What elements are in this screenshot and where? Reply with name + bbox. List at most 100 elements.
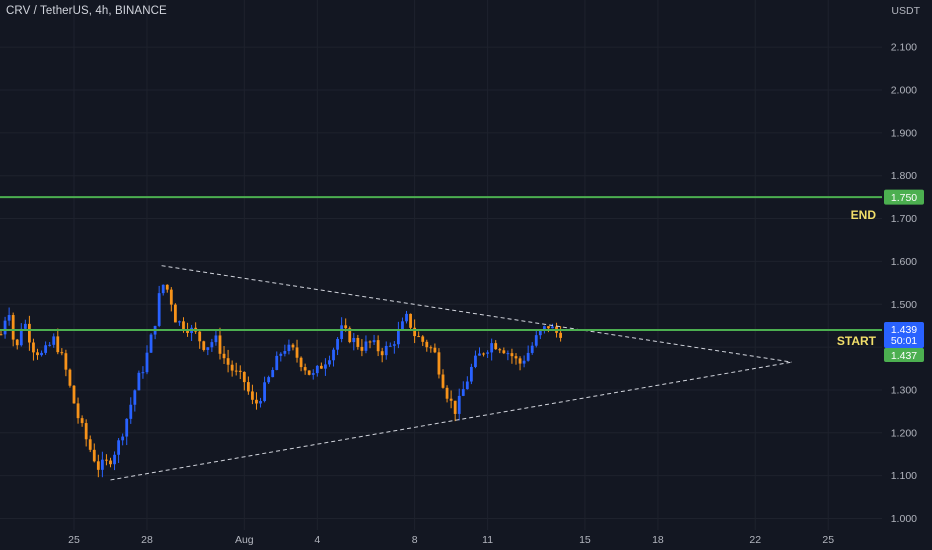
candle-body	[311, 373, 315, 375]
candle	[194, 322, 198, 334]
candle	[32, 338, 35, 361]
candle	[169, 287, 173, 312]
price-unit-label: USDT	[891, 5, 920, 17]
candle	[27, 315, 31, 351]
candle	[3, 316, 7, 339]
candle	[405, 310, 408, 324]
annotation-start: START	[837, 334, 877, 348]
triangle-upper-line[interactable]	[161, 265, 792, 363]
candle	[441, 369, 445, 389]
x-tick-label: 28	[141, 534, 153, 546]
candle-body	[109, 460, 112, 465]
candle-body	[222, 353, 226, 359]
candle	[153, 325, 157, 340]
candle-body	[299, 357, 303, 368]
candle	[178, 320, 181, 326]
candle	[145, 345, 149, 375]
candle	[417, 331, 421, 338]
x-tick-label: 15	[579, 534, 591, 546]
candle	[364, 335, 368, 354]
candle-body	[490, 343, 494, 353]
candle-body	[198, 331, 202, 342]
candle	[526, 345, 530, 362]
candle-body	[283, 351, 287, 354]
candle	[100, 451, 104, 478]
candle-body	[518, 358, 522, 364]
y-tick-label: 2.100	[891, 42, 917, 54]
candle-body	[251, 391, 254, 400]
candle	[267, 375, 271, 384]
candle	[251, 384, 254, 405]
candle-body	[60, 352, 64, 354]
candle-body	[32, 342, 35, 353]
candle	[133, 389, 137, 412]
candle-body	[40, 352, 43, 356]
candle-body	[514, 356, 518, 359]
candle-body	[230, 364, 234, 371]
candle	[40, 350, 43, 357]
start-price-tag-text: 1.437	[891, 350, 917, 362]
candle	[311, 369, 315, 380]
candle-body	[129, 404, 133, 419]
candle-body	[469, 366, 473, 382]
candle-body	[319, 365, 323, 369]
candle	[287, 339, 291, 355]
candle	[206, 347, 210, 356]
candle-body	[425, 341, 429, 348]
candle-body	[295, 347, 299, 358]
candle	[461, 381, 465, 397]
candle-body	[96, 461, 100, 470]
candle-body	[84, 423, 88, 440]
candle-body	[340, 325, 344, 339]
candle	[68, 368, 72, 388]
candle	[56, 328, 60, 355]
candle	[324, 358, 327, 376]
y-tick-label: 1.500	[891, 299, 917, 311]
horizontal-level-lines[interactable]	[0, 196, 882, 331]
symmetrical-triangle-drawing[interactable]	[110, 265, 792, 481]
last-price-text: 1.439	[891, 324, 917, 336]
x-tick-label: Aug	[235, 534, 254, 546]
y-tick-label: 1.200	[891, 427, 917, 439]
x-tick-label: 22	[749, 534, 761, 546]
x-tick-label: 18	[652, 534, 664, 546]
candle	[328, 355, 331, 367]
candle	[230, 360, 234, 377]
candle-body	[429, 347, 433, 349]
candle	[84, 419, 88, 447]
candle-body	[271, 369, 275, 378]
candle-body	[267, 377, 271, 383]
candle-body	[275, 355, 279, 370]
x-tick-label: 25	[68, 534, 80, 546]
candle-body	[263, 382, 266, 402]
candle	[356, 334, 360, 350]
candle	[198, 330, 202, 349]
candle	[109, 457, 112, 468]
candle-body	[178, 321, 181, 323]
candle	[238, 365, 242, 380]
candle	[469, 363, 473, 385]
candle-body	[384, 345, 388, 356]
candle-body	[3, 320, 7, 335]
candle-body	[100, 459, 104, 470]
candle-body	[105, 459, 108, 461]
candle-body	[445, 387, 449, 399]
candle	[129, 397, 133, 424]
candle-body	[169, 289, 173, 305]
candle	[559, 326, 562, 342]
triangle-lower-line[interactable]	[110, 361, 792, 481]
y-tick-label: 1.700	[891, 213, 917, 225]
candle-body	[259, 401, 262, 404]
price-axis[interactable]: 1.0001.1001.2001.3001.4001.5001.6001.700…	[891, 42, 917, 525]
candle	[376, 335, 380, 357]
candle-body	[291, 344, 295, 348]
candle	[72, 384, 76, 404]
candle-body	[542, 326, 546, 331]
candle-body	[498, 349, 502, 351]
candle-body	[510, 353, 514, 357]
vertical-gridlines	[73, 0, 829, 530]
time-axis[interactable]: 25 28 Aug 4 8 11 15 18 22 25	[68, 534, 834, 546]
candle	[36, 348, 39, 360]
